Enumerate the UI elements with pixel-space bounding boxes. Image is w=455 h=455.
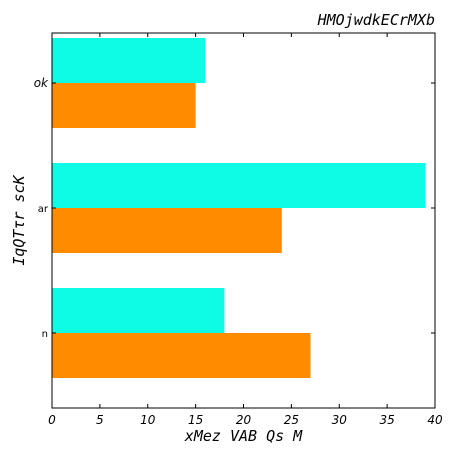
- ticks-layer: n ar ok 0 5 10 15 20 25 30 35 40: [34, 33, 443, 427]
- y-tick-label-ar: ar: [38, 204, 49, 215]
- bar-ok-series-1: [52, 83, 196, 128]
- chart-title: HMOjwdkECrMXb: [317, 11, 435, 29]
- x-axis-title: xMez VAB Qs M: [184, 427, 303, 445]
- y-axis-title: IqQTτr scK: [10, 174, 28, 265]
- y-tick-label-ok: ok: [34, 76, 49, 90]
- x-tick-label-40: 40: [427, 413, 443, 427]
- bar-ok-series-2: [52, 38, 206, 83]
- bar-n-series-2: [52, 288, 225, 333]
- x-tick-label-5: 5: [96, 413, 104, 427]
- x-tick-label-10: 10: [140, 413, 156, 427]
- x-tick-label-15: 15: [188, 413, 203, 427]
- x-tick-label-25: 25: [284, 413, 299, 427]
- x-tick-label-0: 0: [48, 413, 56, 427]
- x-tick-label-20: 20: [236, 413, 252, 427]
- bars-layer: [52, 38, 426, 378]
- bar-ar-series-2: [52, 163, 426, 208]
- bar-ar-series-1: [52, 208, 282, 253]
- y-tick-label-n: n: [42, 329, 48, 340]
- plot-frame: [51, 32, 436, 409]
- x-tick-label-30: 30: [332, 413, 348, 427]
- bar-n-series-1: [52, 333, 311, 378]
- x-tick-label-35: 35: [379, 413, 394, 427]
